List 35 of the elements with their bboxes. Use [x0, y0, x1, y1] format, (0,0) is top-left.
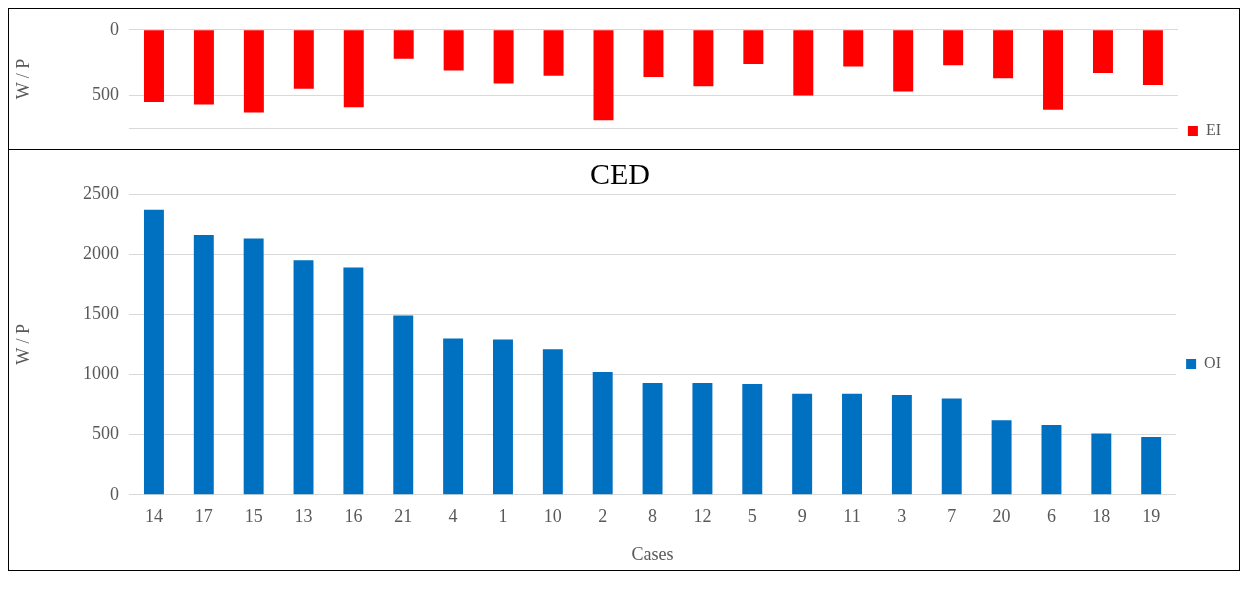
x-tick-label: 8: [648, 506, 658, 527]
x-tick-label: 3: [897, 506, 907, 527]
y-tick-label: 0: [110, 18, 119, 39]
x-tick-label: 14: [144, 506, 163, 527]
chart-title: CED: [590, 156, 650, 190]
x-tick-label: 15: [244, 506, 263, 527]
legend-label: EI: [1205, 121, 1222, 139]
x-tick-label: 1: [498, 506, 508, 527]
x-tick-label: 5: [747, 506, 757, 527]
y-tick-label: 2500: [83, 182, 119, 203]
y-axis-title: W / P: [12, 58, 33, 100]
x-tick-label: 21: [394, 506, 413, 527]
x-tick-label: 9: [797, 506, 807, 527]
x-tick-label: 4: [448, 506, 458, 527]
x-tick-label: 20: [992, 506, 1011, 527]
x-tick-label: 11: [843, 506, 861, 527]
x-tick-label: 19: [1142, 506, 1161, 527]
y-tick-label: 2000: [83, 242, 119, 263]
x-tick-label: 18: [1092, 506, 1111, 527]
x-tick-label: 2: [598, 506, 608, 527]
y-tick-label: 1000: [83, 363, 119, 384]
y-tick-label: 0: [110, 483, 119, 504]
x-tick-label: 7: [947, 506, 957, 527]
x-tick-label: 13: [294, 506, 313, 527]
x-tick-label: 12: [693, 506, 712, 527]
x-tick-label: 6: [1046, 506, 1056, 527]
legend-label: OI: [1204, 354, 1222, 372]
x-axis-title: Cases: [631, 543, 674, 564]
y-axis-title: W / P: [12, 324, 33, 365]
x-tick-label: 10: [543, 506, 562, 527]
y-tick-label: 1500: [83, 303, 119, 324]
x-tick-label: 17: [194, 506, 213, 527]
x-tick-label: 16: [344, 506, 363, 527]
y-tick-label: 500: [92, 84, 119, 105]
y-tick-label: 500: [92, 423, 119, 444]
